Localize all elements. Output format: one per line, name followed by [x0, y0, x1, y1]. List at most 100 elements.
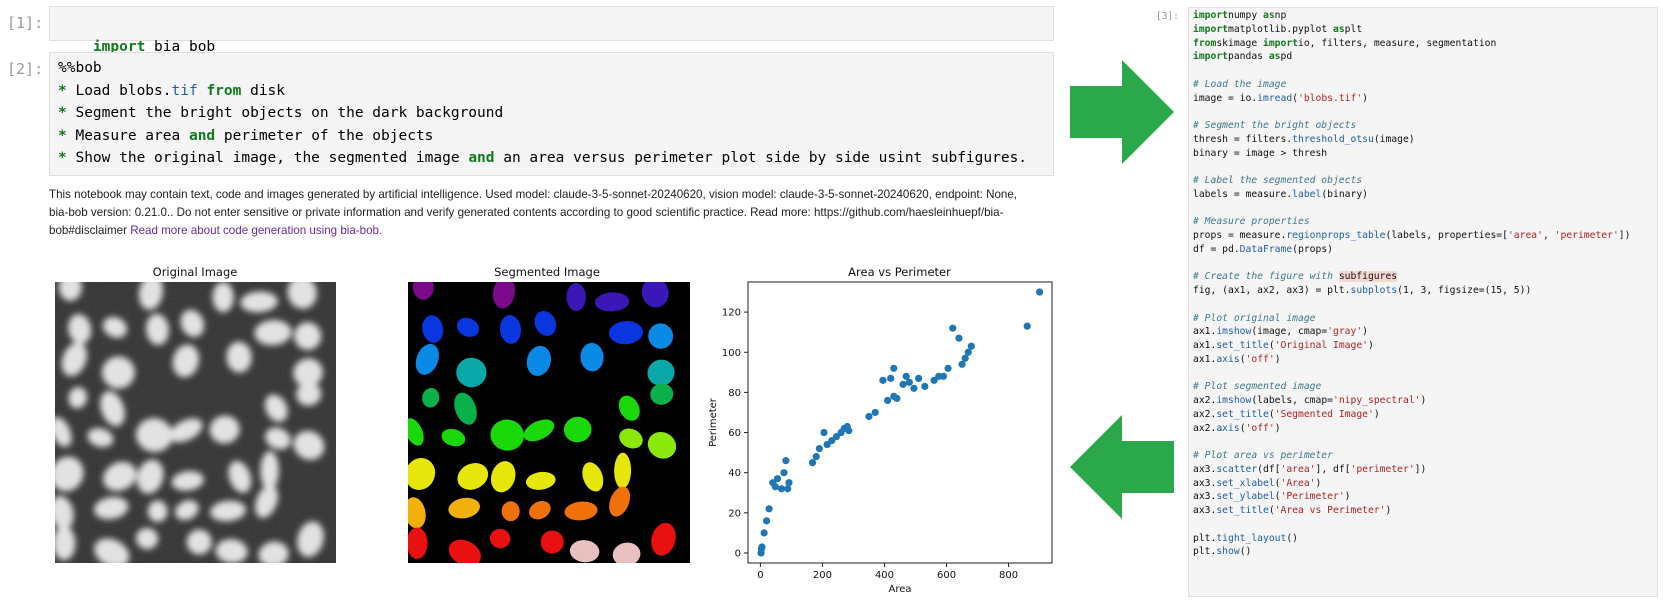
scatter-point — [890, 392, 898, 401]
scatter-point — [1035, 288, 1044, 296]
x-tick-label: 400 — [875, 570, 894, 581]
x-tick-label: 200 — [813, 570, 832, 581]
code-line: # Label the segmented objects — [1193, 175, 1363, 186]
scatter-title: Area vs Perimeter — [848, 265, 951, 279]
code-line: thresh = filters.threshold_otsu(image) — [1193, 133, 1415, 145]
code-line: ax3.set_xlabel('Area') — [1193, 477, 1322, 489]
y-tick-label: 80 — [728, 388, 741, 399]
segmented-blob — [490, 461, 516, 493]
code-line: ax2.axis('off') — [1193, 422, 1281, 434]
scatter-point — [964, 348, 972, 356]
scatter-point — [902, 372, 910, 380]
segmented-blob — [647, 359, 675, 386]
scatter-point — [865, 412, 873, 421]
scatter-point — [915, 374, 923, 382]
code-line: fig, (ax1, ax2, ax3) = plt.subplots(1, 3… — [1193, 285, 1532, 296]
code-line: ax3.scatter(df['area'], df['perimeter']) — [1193, 463, 1427, 475]
segmented-blob — [523, 419, 555, 442]
scatter-point — [812, 453, 820, 461]
code-line: binary = image > thresh — [1193, 147, 1328, 159]
arrow-left-icon — [1070, 415, 1174, 519]
scatter-point — [771, 483, 779, 491]
scatter-point — [905, 378, 913, 386]
x-axis-label: Area — [888, 584, 911, 595]
y-tick-label: 0 — [735, 548, 741, 559]
segmented-blob — [448, 497, 480, 519]
magic-line: %%bob — [58, 60, 102, 76]
segmented-blob — [619, 428, 643, 449]
scatter-point — [921, 382, 929, 390]
code-line: importpandas aspd — [1193, 51, 1293, 63]
y-tick-label: 60 — [728, 428, 741, 439]
scatter-point — [887, 374, 895, 382]
segmented-blob — [564, 501, 598, 521]
original-image-title: Original Image — [152, 265, 238, 279]
segmented-blob — [492, 282, 516, 309]
scatter-point — [784, 485, 792, 493]
segmented-blob — [641, 282, 669, 308]
scatter-point — [758, 543, 766, 551]
segmented-blob — [648, 323, 674, 349]
code-line: ax2.imshow(labels, cmap='nipy_spectral') — [1193, 395, 1427, 406]
code-line: # Load the image — [1193, 78, 1287, 90]
scatter-point — [910, 384, 918, 392]
cell-2-input[interactable]: %%bob * Load blobs.tif from disk * Segmen… — [49, 52, 1054, 176]
segmented-blob — [526, 345, 551, 376]
scatter-point — [961, 354, 969, 362]
segmented-blob — [456, 357, 487, 388]
disclaimer-text: This notebook may contain text, code and… — [49, 186, 1029, 240]
y-tick-label: 120 — [722, 308, 741, 319]
code-line: ax1.imshow(image, cmap='gray') — [1193, 326, 1369, 338]
code-line: ax3.set_title('Area vs Perimeter') — [1193, 505, 1392, 516]
scatter-point — [890, 364, 898, 372]
segmented-blob — [415, 343, 439, 375]
bob-prompt-line: * Segment the bright objects on the dark… — [58, 105, 504, 121]
scatter-point — [828, 436, 836, 445]
scatter-point — [820, 428, 828, 437]
segmented-blob — [490, 419, 525, 451]
plot-frame — [747, 281, 1053, 564]
segmented-blob — [534, 311, 557, 336]
scatter-point — [815, 444, 823, 453]
cell-3-code[interactable] — [1188, 7, 1658, 597]
segmented-blob — [647, 432, 677, 459]
segmented-blob — [594, 292, 630, 312]
code-line: image = io.imread('blobs.tif') — [1193, 92, 1368, 104]
scatter-point — [967, 342, 975, 350]
segmented-blob — [569, 540, 600, 563]
segmented-blob — [408, 497, 426, 529]
scatter-point — [1023, 322, 1031, 330]
segmented-blob — [412, 282, 434, 300]
segmented-blob — [501, 501, 520, 522]
code-line: ax1.axis('off') — [1193, 353, 1281, 365]
segmented-blob — [650, 383, 674, 405]
scatter-point — [777, 485, 786, 493]
scatter-point — [955, 334, 963, 342]
code-line: # Segment the bright objects — [1193, 120, 1357, 131]
scatter-point — [845, 426, 853, 435]
code-line: # Measure properties — [1193, 216, 1310, 228]
cell-1-input[interactable]: import bia_bob — [49, 6, 1054, 55]
scatter-point — [879, 376, 887, 384]
segmented-blob — [408, 418, 424, 446]
scatter-point — [773, 475, 782, 483]
segmented-blob — [563, 416, 592, 443]
segmented-blob — [580, 342, 604, 372]
arrow-right-icon — [1070, 60, 1174, 164]
scatter-point — [760, 529, 768, 537]
import-keyword: import — [92, 38, 146, 55]
segmented-blob — [618, 395, 640, 421]
code-line: # Plot original image — [1193, 312, 1316, 324]
code-line: fromskimage importio, filters, measure, … — [1193, 37, 1497, 49]
segmented-blob — [582, 462, 604, 492]
segmented-blob — [408, 457, 436, 490]
x-tick-label: 600 — [937, 570, 956, 581]
code-line: plt.tight_layout() — [1193, 532, 1299, 544]
code-line: df = pd.DataFrame(props) — [1193, 243, 1333, 255]
disclaimer-body: This notebook may contain text, code and… — [49, 188, 1018, 237]
code-line: ax3.set_ylabel('Perimeter') — [1193, 491, 1351, 503]
x-tick-label: 0 — [757, 570, 763, 581]
read-more-link[interactable]: Read more about code generation using bi… — [130, 224, 383, 237]
scatter-point — [763, 517, 771, 525]
scatter-point — [823, 440, 831, 449]
